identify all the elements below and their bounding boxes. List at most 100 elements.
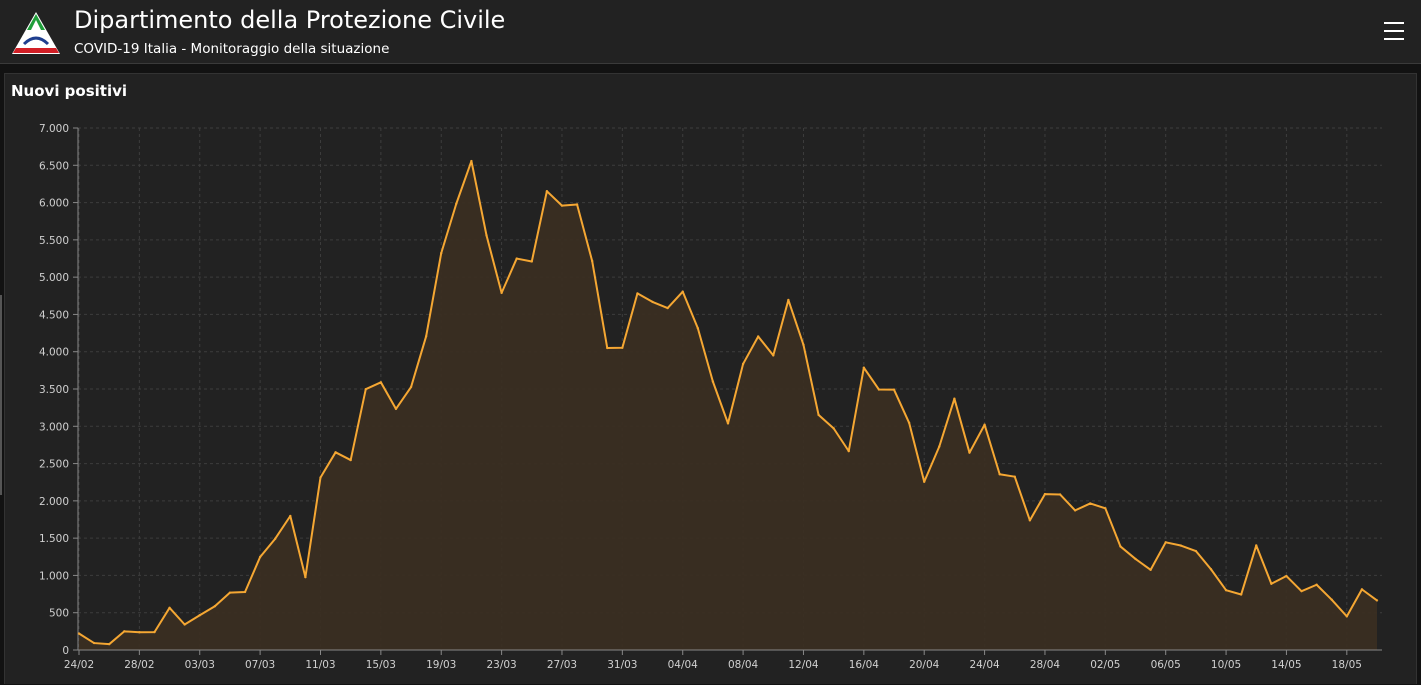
data-point[interactable] [1285, 574, 1288, 578]
data-point[interactable] [258, 555, 262, 559]
data-point[interactable] [1194, 549, 1198, 553]
data-point[interactable] [1179, 544, 1182, 547]
data-point[interactable] [817, 413, 820, 417]
data-point[interactable] [213, 605, 217, 608]
data-point[interactable] [1270, 582, 1273, 585]
data-point[interactable] [394, 407, 398, 411]
data-point[interactable] [153, 630, 156, 634]
data-point[interactable] [696, 326, 700, 330]
data-point[interactable] [666, 306, 669, 310]
x-tick-label: 15/03 [366, 659, 396, 671]
data-point[interactable] [1058, 493, 1062, 496]
data-point[interactable] [123, 630, 126, 633]
data-point[interactable] [243, 590, 247, 594]
data-point[interactable] [138, 631, 141, 634]
data-point[interactable] [983, 423, 986, 426]
data-point[interactable] [575, 203, 579, 206]
data-point[interactable] [772, 354, 775, 357]
y-tick-label: 6.000 [39, 198, 69, 210]
data-point[interactable] [681, 290, 684, 293]
data-point[interactable] [1209, 568, 1213, 571]
data-point[interactable] [168, 606, 171, 609]
data-point[interactable] [1164, 541, 1167, 544]
data-point[interactable] [1300, 589, 1303, 593]
data-point[interactable] [364, 388, 367, 391]
data-point[interactable] [590, 259, 594, 263]
data-point[interactable] [1028, 519, 1032, 522]
data-point[interactable] [787, 298, 790, 302]
data-point[interactable] [636, 292, 639, 295]
data-point[interactable] [1013, 475, 1016, 478]
data-point[interactable] [802, 343, 805, 347]
data-point[interactable] [726, 422, 730, 425]
data-point[interactable] [938, 445, 941, 448]
data-point[interactable] [92, 641, 96, 645]
data-point[interactable] [1134, 557, 1137, 561]
data-point[interactable] [485, 234, 488, 237]
data-point[interactable] [530, 260, 533, 263]
chart-title: Nuovi positivi [11, 82, 128, 100]
data-point[interactable] [998, 473, 1001, 476]
data-point[interactable] [409, 385, 413, 389]
data-point[interactable] [500, 291, 503, 295]
data-point[interactable] [1345, 615, 1349, 618]
data-point[interactable] [424, 335, 428, 338]
data-point[interactable] [711, 380, 715, 383]
y-tick-label: 2.000 [39, 496, 69, 508]
data-point[interactable] [289, 514, 292, 518]
y-tick-label: 0 [62, 645, 69, 657]
data-point[interactable] [349, 458, 352, 462]
data-point[interactable] [892, 388, 896, 391]
data-point[interactable] [228, 591, 232, 594]
data-point[interactable] [1073, 509, 1077, 512]
data-point[interactable] [1360, 588, 1364, 591]
data-point[interactable] [1315, 583, 1318, 586]
data-point[interactable] [379, 381, 383, 384]
y-tick-label: 500 [49, 608, 69, 620]
data-point[interactable] [847, 449, 850, 453]
data-point[interactable] [1149, 568, 1152, 572]
data-point[interactable] [304, 575, 307, 579]
data-point[interactable] [198, 614, 201, 617]
data-point[interactable] [183, 623, 186, 626]
data-point[interactable] [621, 346, 624, 349]
data-point[interactable] [455, 202, 458, 205]
data-point[interactable] [77, 632, 81, 635]
data-point[interactable] [923, 480, 926, 483]
line-area-chart[interactable]: 0 500 1.000 1.500 2.000 2.500 3.000 3.500 4.000 4… [5, 74, 1416, 685]
data-point[interactable] [953, 397, 956, 400]
data-point[interactable] [1239, 593, 1243, 596]
data-point[interactable] [877, 388, 881, 391]
data-point[interactable] [907, 421, 911, 424]
data-point[interactable] [741, 362, 745, 366]
data-point[interactable] [1119, 545, 1122, 548]
data-point[interactable] [1224, 588, 1228, 592]
protezione-civile-logo-icon[interactable] [10, 10, 62, 56]
data-point[interactable] [1043, 492, 1047, 496]
data-point[interactable] [545, 189, 549, 193]
data-point[interactable] [319, 476, 322, 479]
data-point[interactable] [107, 642, 111, 646]
data-point[interactable] [334, 451, 337, 454]
hamburger-menu-icon[interactable] [1384, 22, 1404, 40]
data-point[interactable] [832, 427, 835, 430]
data-point[interactable] [274, 537, 277, 540]
data-point[interactable] [1104, 507, 1107, 510]
data-point[interactable] [440, 251, 443, 255]
x-tick-label: 11/03 [305, 659, 335, 671]
data-point[interactable] [756, 335, 760, 338]
data-point[interactable] [968, 451, 971, 454]
data-point[interactable] [560, 204, 564, 207]
data-point[interactable] [1089, 502, 1092, 505]
data-point[interactable] [1375, 599, 1379, 602]
data-point[interactable] [606, 346, 609, 350]
data-point[interactable] [862, 366, 866, 369]
data-point[interactable] [651, 300, 654, 304]
data-point[interactable] [470, 159, 473, 163]
data-point[interactable] [1330, 598, 1333, 601]
data-point[interactable] [515, 257, 518, 260]
x-tick-label: 19/03 [426, 659, 456, 671]
series-area [79, 161, 1377, 650]
data-point[interactable] [1255, 544, 1258, 547]
app-title: Dipartimento della Protezione Civile [74, 6, 506, 34]
